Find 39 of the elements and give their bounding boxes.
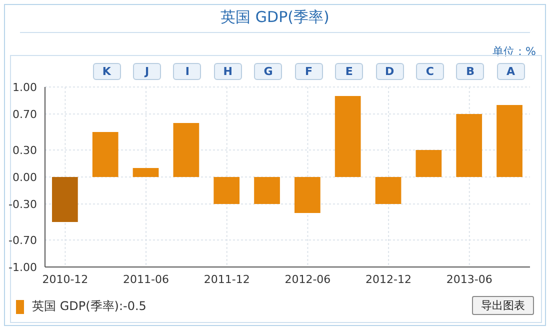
text: A [496,63,525,80]
x-tick-label: 2012-12 [366,272,412,286]
bar [456,114,482,177]
y-tick-label: 0.00 [12,170,37,184]
bar [132,168,159,177]
y-tick-label: 0.30 [12,144,37,157]
y-tick-label: -0.70 [8,234,37,247]
x-tick-label: 2012-06 [284,272,331,286]
bar [334,96,361,177]
bar [294,177,320,213]
text: D [376,63,404,80]
x-tick-label: 2011-06 [123,272,170,286]
bar [52,177,78,222]
chart-title: 英国 GDP(季率) [220,8,330,27]
y-tick-label: -1.00 [8,260,37,274]
legend-label: 英国 GDP(季率):-0.5 [32,298,146,315]
text: J [133,63,162,80]
text: G [254,63,282,80]
bar [173,123,200,177]
text: C [416,63,444,80]
x-tick-label: 2011-12 [204,272,250,286]
bar [214,177,240,204]
x-tick-label: 2010-12 [42,272,88,286]
bar [375,177,402,204]
x-tick-label: 2013-06 [446,272,492,286]
text: B [456,63,484,80]
text: H [214,63,242,80]
y-tick-label: 1.00 [12,80,37,94]
bar [92,132,118,177]
text: E [335,63,364,80]
text: K [92,63,121,80]
y-tick-label: -0.30 [8,198,37,211]
bar [254,177,280,204]
export-button: 导出图表 [472,296,534,315]
bar [416,150,442,177]
y-tick-label: 0.70 [12,108,37,121]
text: I [173,63,202,80]
text: F [294,63,323,80]
bar [496,105,522,177]
